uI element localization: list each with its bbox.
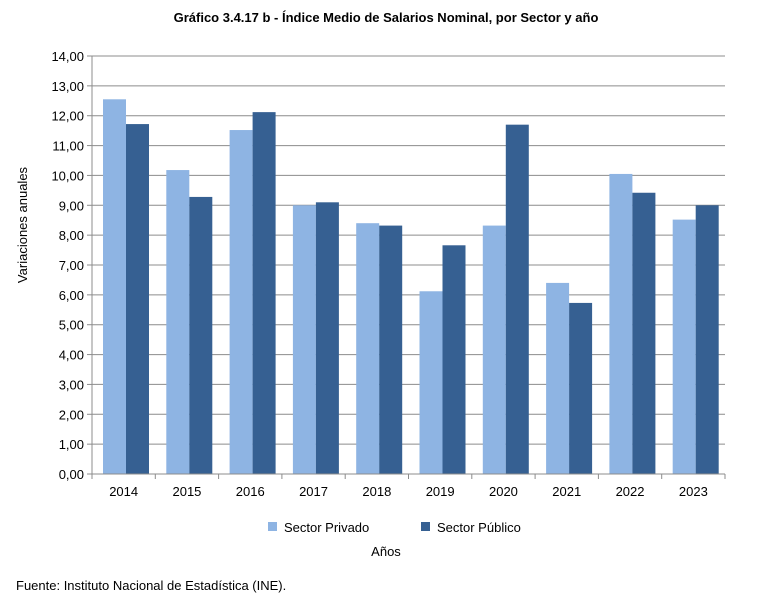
- bar-sector-publico-2020: [505, 124, 529, 475]
- y-tick-label: 7,00: [59, 258, 84, 273]
- bar-sector-publico-2021: [569, 302, 593, 474]
- y-tick-label: 12,00: [51, 109, 84, 124]
- y-tick-label: 4,00: [59, 348, 84, 363]
- bar-sector-publico-2014: [126, 124, 149, 475]
- axes: [87, 55, 726, 479]
- x-tick-label: 2016: [236, 484, 265, 499]
- x-tick-label: 2021: [552, 484, 581, 499]
- legend-swatch: [421, 522, 430, 531]
- bars: [103, 99, 719, 475]
- y-axis-label: Variaciones anuales: [15, 166, 30, 283]
- bar-sector-privado-2017: [292, 205, 316, 475]
- x-tick-labels: 2014 2015 2016 2017 2018 2019 2020 2021 2022 2023: [109, 484, 708, 499]
- y-tick-label: 13,00: [51, 79, 84, 94]
- legend-swatch: [268, 522, 277, 531]
- x-tick-label: 2020: [489, 484, 518, 499]
- bar-sector-privado-2014: [103, 99, 126, 475]
- x-tick-label: 2015: [172, 484, 201, 499]
- bar-sector-privado-2021: [546, 282, 570, 474]
- legend: Sector Privado Sector Público: [268, 520, 521, 535]
- chart-title: Gráfico 3.4.17 b - Índice Medio de Salar…: [174, 10, 599, 25]
- y-tick-label: 3,00: [59, 377, 84, 392]
- y-tick-label: 6,00: [59, 288, 84, 303]
- bar-sector-privado-2015: [166, 170, 190, 474]
- y-tick-label: 9,00: [59, 198, 84, 213]
- x-axis-label: Años: [371, 544, 401, 559]
- bar-sector-publico-2017: [315, 202, 339, 475]
- bar-sector-publico-2016: [252, 112, 276, 474]
- y-tick-label: 0,00: [59, 467, 84, 482]
- bar-sector-publico-2022: [632, 192, 656, 474]
- bar-sector-publico-2019: [442, 245, 466, 474]
- y-tick-label: 11,00: [52, 139, 84, 154]
- bar-sector-privado-2016: [229, 130, 253, 474]
- bar-sector-publico-2023: [695, 205, 719, 475]
- y-tick-label: 5,00: [59, 318, 84, 333]
- legend-label: Sector Público: [437, 520, 521, 535]
- x-tick-label: 2017: [299, 484, 328, 499]
- source-note: Fuente: Instituto Nacional de Estadístic…: [16, 578, 286, 593]
- bar-sector-privado-2018: [356, 223, 380, 474]
- y-tick-label: 14,00: [51, 49, 84, 64]
- y-tick-label: 8,00: [59, 228, 84, 243]
- bar-sector-privado-2023: [672, 219, 696, 474]
- bar-sector-publico-2015: [189, 196, 213, 474]
- x-tick-label: 2014: [109, 484, 138, 499]
- y-tick-label: 1,00: [59, 437, 84, 452]
- bar-sector-privado-2022: [609, 173, 633, 474]
- x-tick-label: 2019: [426, 484, 455, 499]
- y-tick-label: 10,00: [51, 168, 84, 183]
- x-tick-label: 2018: [362, 484, 391, 499]
- x-tick-label: 2022: [616, 484, 645, 499]
- y-tick-label: 2,00: [59, 407, 84, 422]
- bar-sector-privado-2020: [482, 225, 506, 474]
- legend-label: Sector Privado: [284, 520, 369, 535]
- y-tick-labels: 0,00 1,00 2,00 3,00 4,00 5,00 6,00 7,00 8,00 9,00…: [51, 49, 84, 482]
- x-tick-label: 2023: [679, 484, 708, 499]
- bar-sector-privado-2019: [419, 291, 443, 474]
- bar-sector-publico-2018: [379, 225, 403, 474]
